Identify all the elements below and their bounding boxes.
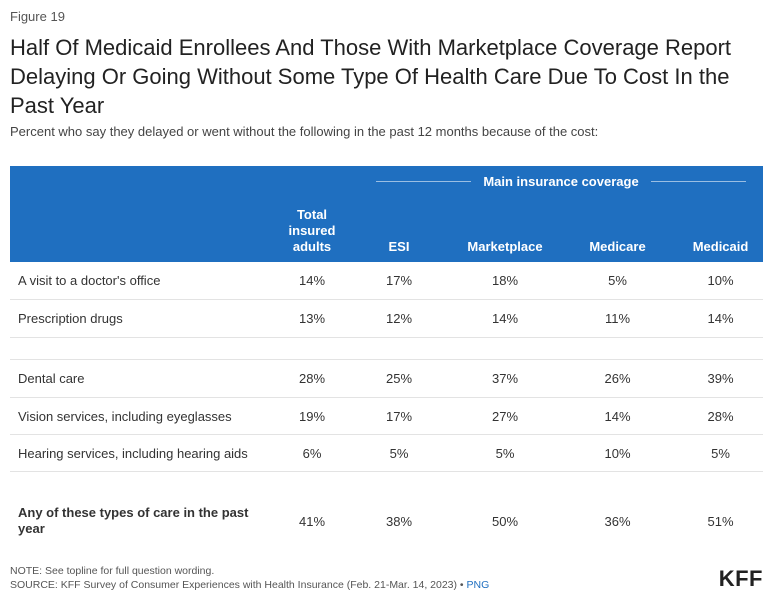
column-header-medicare: Medicare: [589, 239, 646, 254]
png-download-link[interactable]: PNG: [466, 579, 490, 591]
table-cell: 5%: [495, 445, 515, 461]
table-cell: 18%: [491, 273, 519, 288]
column-header-esi: ESI: [388, 239, 410, 254]
table-row: Dental care 28% 25% 37% 26% 39%: [10, 360, 763, 398]
table-cell: 27%: [491, 408, 519, 424]
row-label: Vision services, including eyeglasses: [18, 408, 232, 424]
table-row: Vision services, including eyeglasses 19…: [10, 398, 763, 435]
chart-title: Half Of Medicaid Enrollees And Those Wit…: [10, 35, 732, 118]
group-header-label: Main insurance coverage: [471, 174, 651, 189]
table-row: Prescription drugs 13% 12% 14% 11% 14%: [10, 300, 763, 338]
table-cell: 38%: [385, 513, 413, 529]
table-row: A visit to a doctor's office 14% 17% 18%…: [10, 262, 763, 300]
table-cell: 50%: [491, 513, 519, 529]
row-label: Dental care: [18, 371, 85, 386]
figure-label: Figure 19: [10, 9, 65, 24]
table-cell: 17%: [385, 273, 413, 288]
table-cell: 6%: [302, 445, 322, 461]
table-cell: 37%: [491, 371, 519, 386]
table-cell: 14%: [604, 408, 631, 424]
table-cell: 39%: [707, 371, 734, 386]
table-cell: 26%: [604, 371, 631, 386]
row-label: Prescription drugs: [18, 311, 123, 326]
row-spacer: [10, 472, 763, 494]
table-cell: 12%: [385, 311, 413, 326]
row-label: Any of these types of care in the past y…: [18, 505, 249, 536]
column-header-medicaid: Medicaid: [692, 239, 749, 254]
kff-logo: KFF: [718, 566, 763, 591]
table-cell: 14%: [707, 311, 734, 326]
table-cell: 5%: [389, 445, 409, 461]
table-cell: 5%: [711, 445, 730, 461]
table-cell: 41%: [298, 513, 326, 529]
source-line: SOURCE: KFF Survey of Consumer Experienc…: [10, 579, 489, 591]
table-cell: 28%: [298, 371, 326, 386]
source-text: SOURCE: KFF Survey of Consumer Experienc…: [10, 579, 464, 591]
data-table: Main insurance coverage Total insured adul…: [10, 166, 763, 548]
row-label: Hearing services, including hearing aids: [18, 445, 248, 461]
table-row-total: Any of these types of care in the past y…: [10, 494, 763, 548]
table-cell: 36%: [604, 513, 631, 529]
table-cell: 14%: [491, 311, 519, 326]
table-cell: 11%: [604, 311, 631, 326]
table-cell: 19%: [298, 408, 326, 424]
table-cell: 51%: [707, 513, 734, 529]
row-spacer: [10, 338, 763, 360]
column-header-marketplace: Marketplace: [467, 239, 543, 254]
group-header: Main insurance coverage: [376, 174, 746, 189]
table-row: Hearing services, including hearing aids…: [10, 435, 763, 472]
table-cell: 13%: [298, 311, 326, 326]
table-cell: 28%: [707, 408, 734, 424]
row-label: A visit to a doctor's office: [18, 273, 161, 288]
table-cell: 5%: [608, 273, 627, 288]
table-cell: 25%: [385, 371, 413, 386]
table-cell: 14%: [298, 273, 326, 288]
table-cell: 17%: [385, 408, 413, 424]
column-header-total: Total insured adults: [288, 207, 336, 254]
table-header: Main insurance coverage Total insured adul…: [10, 166, 763, 262]
table-cell: 10%: [707, 273, 734, 288]
footnote: NOTE: See topline for full question word…: [10, 565, 215, 577]
chart-subtitle: Percent who say they delayed or went wit…: [10, 124, 599, 139]
table-cell: 10%: [604, 445, 631, 461]
